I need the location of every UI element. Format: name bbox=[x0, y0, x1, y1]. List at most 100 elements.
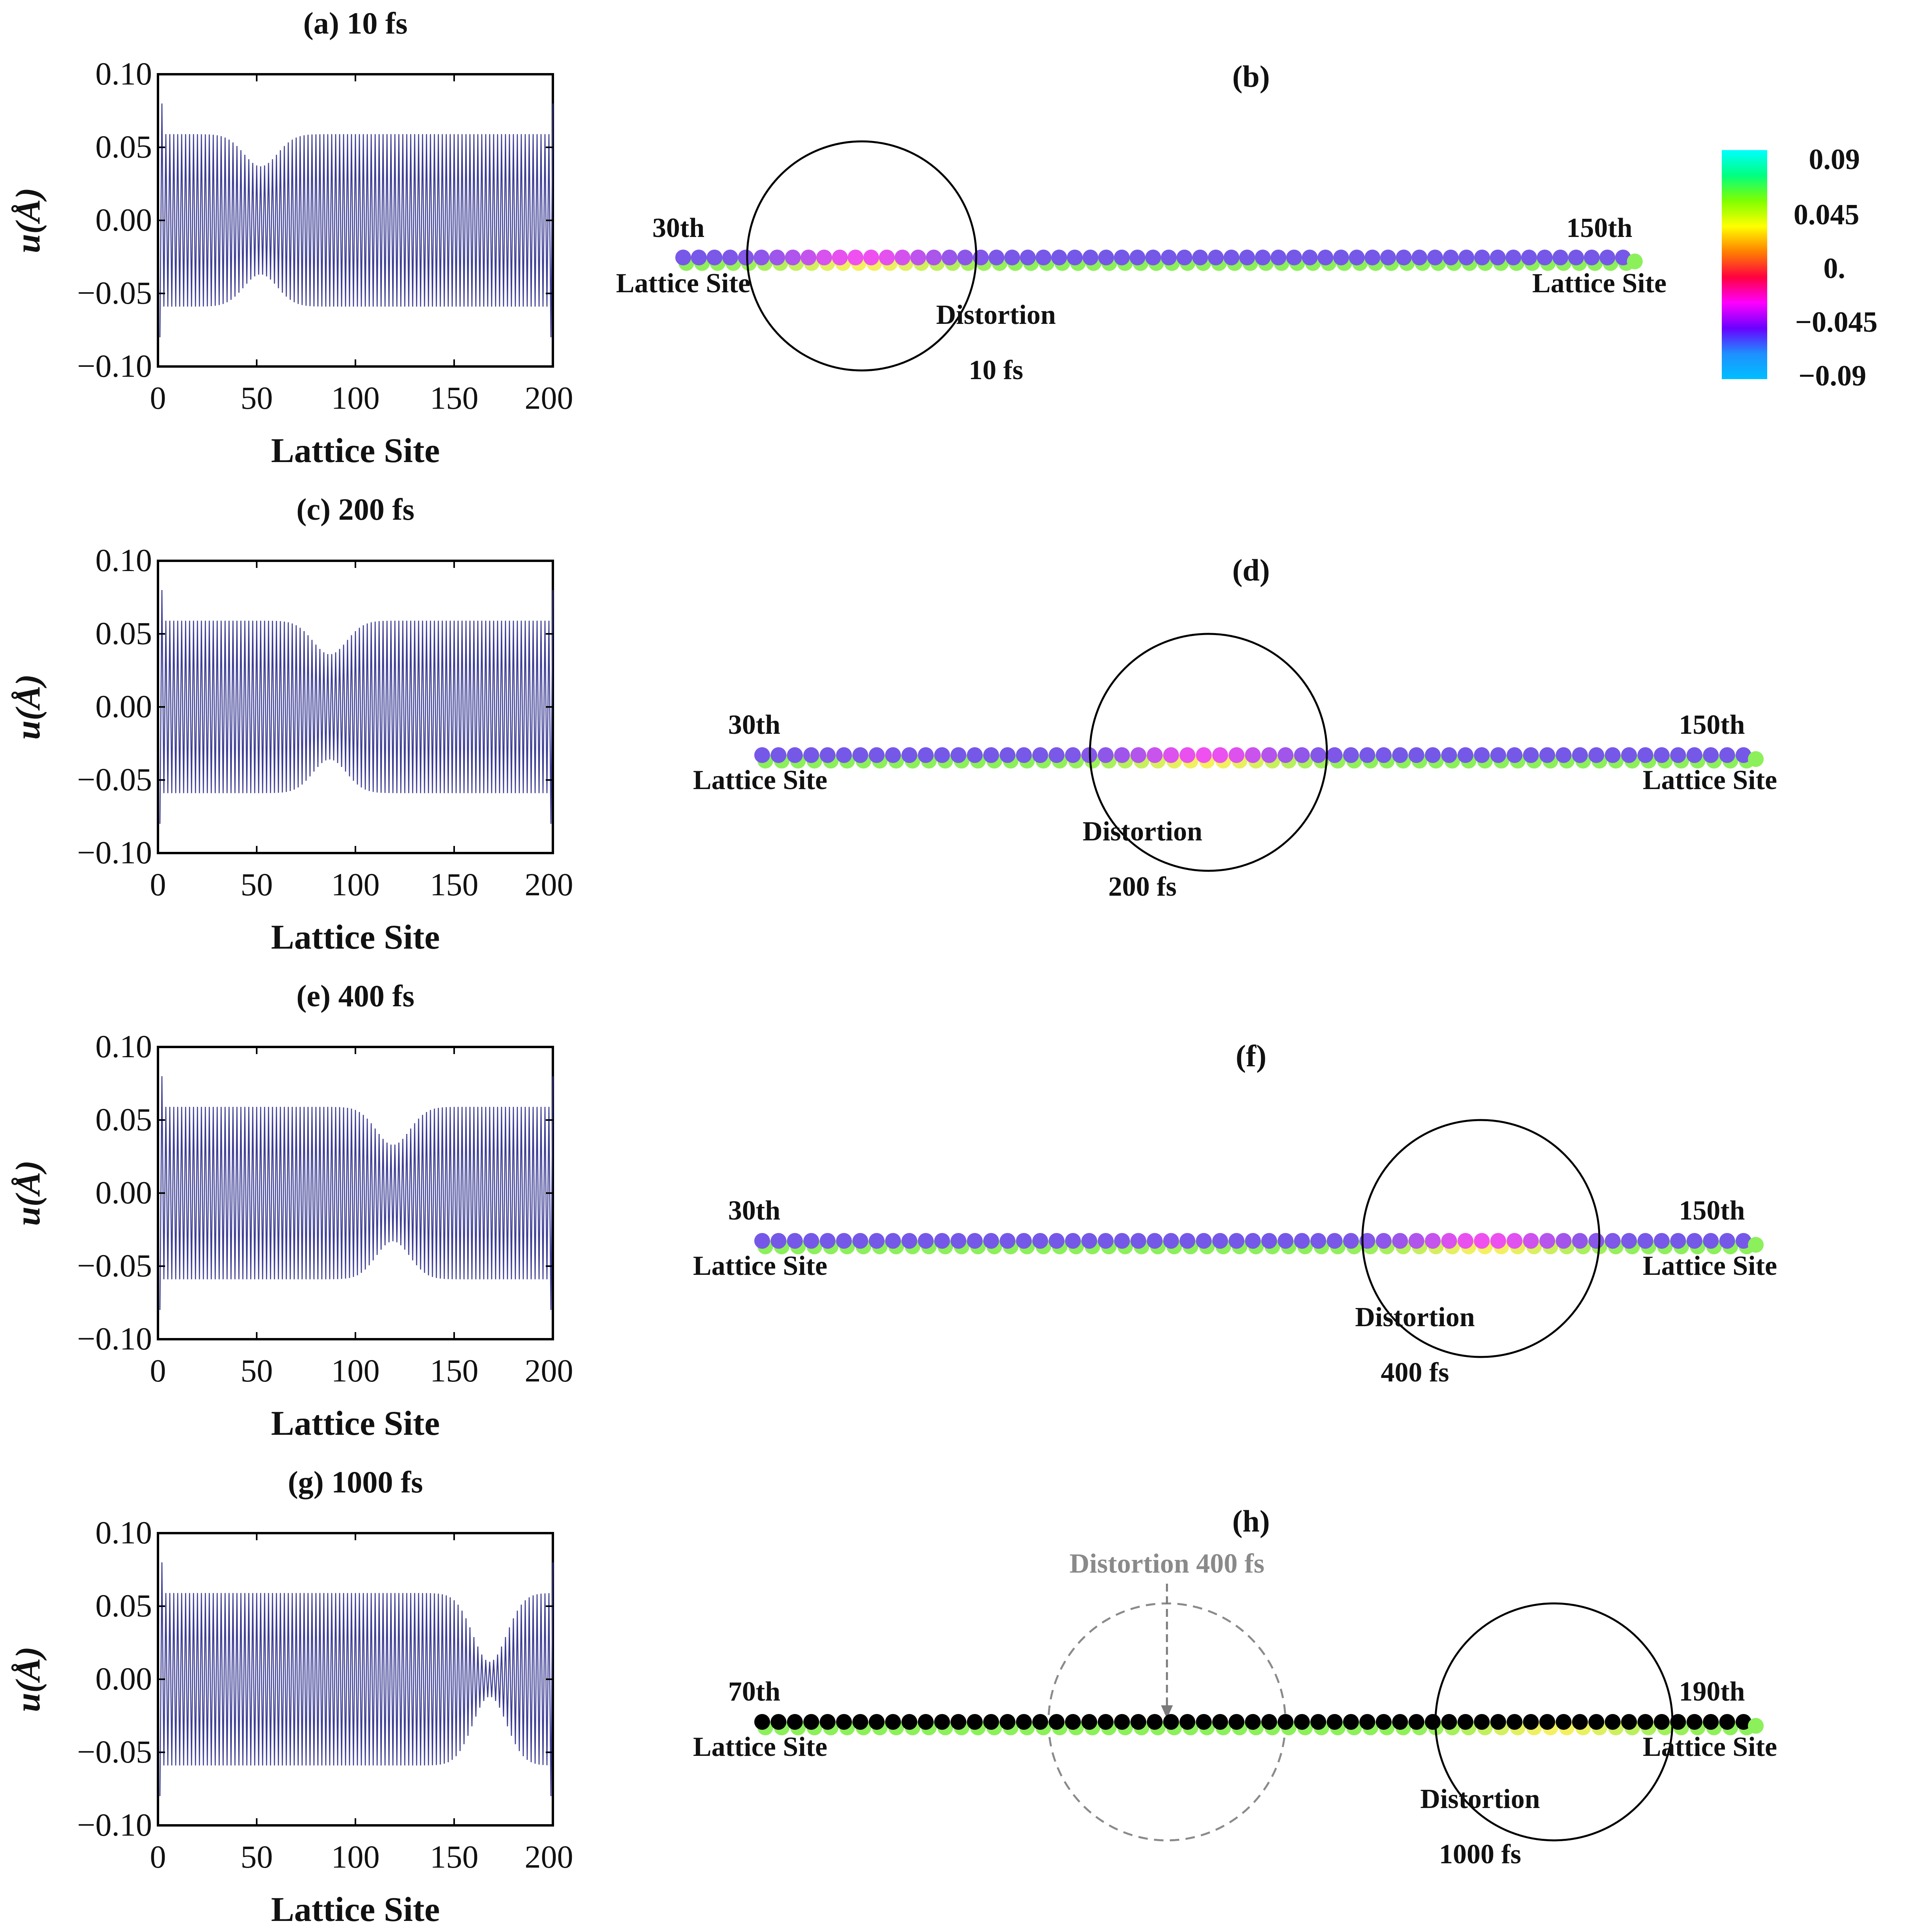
atom-upper bbox=[1016, 1233, 1032, 1249]
atom-upper bbox=[918, 1233, 934, 1249]
atom-upper bbox=[1065, 747, 1081, 763]
panel-e-ytick-4: −0.10 bbox=[77, 1321, 152, 1357]
atom-upper bbox=[1004, 250, 1020, 265]
atom-upper bbox=[1245, 747, 1261, 763]
panel-a-frame bbox=[157, 73, 554, 368]
atom-upper bbox=[1637, 747, 1653, 763]
panel-a-ytick-2: 0.00 bbox=[96, 202, 152, 238]
panel-f: (f) 30th Lattice Site 150th Lattice Site… bbox=[693, 1039, 1777, 1388]
atom-upper bbox=[1048, 1233, 1065, 1249]
panel-a-title: (a) 10 fs bbox=[303, 6, 408, 40]
atom-upper bbox=[1048, 1714, 1065, 1730]
panel-b-left-label: Lattice Site bbox=[616, 268, 750, 299]
atom-upper bbox=[983, 1714, 999, 1730]
atom-upper bbox=[1458, 250, 1475, 265]
colorbar-tick-1: 0.045 bbox=[1794, 199, 1860, 231]
atom-upper bbox=[1163, 1233, 1179, 1249]
panel-f-left-ordinal: 30th bbox=[728, 1195, 780, 1226]
panel-e-ytick-2: 0.00 bbox=[96, 1175, 152, 1210]
atom-upper bbox=[1556, 1714, 1572, 1730]
atom-upper bbox=[770, 747, 787, 763]
panel-h-previous-annotation: Distortion 400 fs bbox=[1069, 1549, 1264, 1579]
panel-f-chain bbox=[754, 1233, 1764, 1254]
atom-upper bbox=[1081, 1714, 1097, 1730]
panel-a-ticks bbox=[157, 73, 554, 367]
panel-g-xtick-3: 150 bbox=[430, 1839, 479, 1875]
atom-upper bbox=[1411, 250, 1428, 265]
panel-g-ytick-3: −0.05 bbox=[77, 1734, 152, 1770]
panel-d: (d) 30th Lattice Site 150th Lattice Site… bbox=[693, 553, 1777, 902]
panel-f-annotation-line2: 400 fs bbox=[1381, 1357, 1449, 1388]
panel-g-title: (g) 1000 fs bbox=[288, 1465, 423, 1499]
atom-upper bbox=[1245, 1714, 1261, 1730]
panel-e-ytick-1: 0.05 bbox=[96, 1101, 152, 1137]
atom-upper bbox=[1523, 1714, 1539, 1730]
atom-upper bbox=[1621, 1714, 1637, 1730]
panel-h-right-ordinal: 190th bbox=[1679, 1676, 1745, 1707]
atom-upper bbox=[1523, 747, 1539, 763]
panel-a-xtick-2: 100 bbox=[331, 380, 380, 416]
atom-upper bbox=[1163, 747, 1179, 763]
panel-a: (a) 10 fs 0.10 0.05 0.00 −0.05 −0.10 0 5… bbox=[9, 6, 573, 470]
panel-a-xtick-0: 0 bbox=[150, 380, 166, 416]
atom-end bbox=[1748, 1718, 1764, 1734]
atom-upper bbox=[1130, 1233, 1146, 1249]
atom-upper bbox=[1333, 250, 1349, 265]
atom-upper bbox=[754, 1233, 770, 1249]
colorbar-tick-4: −0.09 bbox=[1798, 360, 1866, 392]
atom-upper bbox=[1572, 747, 1588, 763]
atom-upper bbox=[1192, 250, 1208, 265]
atom-upper bbox=[1474, 250, 1490, 265]
atom-upper bbox=[1147, 747, 1163, 763]
atom-upper bbox=[1326, 1714, 1343, 1730]
panel-a-xtick-3: 150 bbox=[430, 380, 479, 416]
atom-upper bbox=[847, 250, 864, 265]
atom-upper bbox=[1441, 747, 1457, 763]
panel-g-ytick-2: 0.00 bbox=[96, 1661, 152, 1697]
atom-upper bbox=[1686, 1714, 1702, 1730]
atom-upper bbox=[1736, 1714, 1751, 1730]
atom-upper bbox=[1229, 1233, 1245, 1249]
panel-e-ytick-3: −0.05 bbox=[77, 1248, 152, 1284]
atom-end bbox=[1748, 1237, 1764, 1253]
atom-upper bbox=[1130, 1714, 1146, 1730]
atom-upper bbox=[1474, 1714, 1490, 1730]
atom-upper bbox=[1032, 1233, 1048, 1249]
atom-upper bbox=[1408, 747, 1424, 763]
atom-upper bbox=[1556, 1233, 1572, 1249]
atom-upper bbox=[1441, 1233, 1457, 1249]
panel-e-frame bbox=[157, 1046, 554, 1340]
atom-upper bbox=[1239, 250, 1255, 265]
displacement-series-line bbox=[159, 590, 554, 824]
atom-upper bbox=[1588, 1714, 1605, 1730]
panel-b-distortion-circle bbox=[746, 140, 977, 372]
atom-upper bbox=[1552, 250, 1569, 265]
colorbar-tick-3: −0.045 bbox=[1795, 306, 1878, 338]
atom-upper bbox=[967, 747, 983, 763]
atom-upper bbox=[1703, 1233, 1719, 1249]
atom-upper bbox=[800, 250, 817, 265]
atom-upper bbox=[1065, 1714, 1081, 1730]
atom-upper bbox=[1588, 1233, 1605, 1249]
atom-upper bbox=[803, 1233, 819, 1249]
atom-upper bbox=[1176, 250, 1193, 265]
atom-upper bbox=[1051, 250, 1067, 265]
atom-upper bbox=[1375, 1233, 1392, 1249]
panel-e-ylabel: u(Å) bbox=[9, 1160, 47, 1226]
atom-upper bbox=[1310, 747, 1326, 763]
atom-upper bbox=[1343, 1714, 1359, 1730]
panel-c-title: (c) 200 fs bbox=[297, 492, 415, 526]
atom-upper bbox=[988, 250, 1005, 265]
atom-upper bbox=[1196, 747, 1212, 763]
panel-c-ytick-0: 0.10 bbox=[96, 542, 152, 578]
atom-upper bbox=[770, 1233, 787, 1249]
atom-upper bbox=[957, 250, 973, 265]
atom-upper bbox=[1294, 1714, 1310, 1730]
atom-upper bbox=[1396, 250, 1412, 265]
atom-upper bbox=[918, 747, 934, 763]
atom-upper bbox=[1605, 1233, 1621, 1249]
atom-upper bbox=[1130, 747, 1146, 763]
panel-e-xtick-4: 200 bbox=[525, 1353, 573, 1389]
panel-d-right-ordinal: 150th bbox=[1679, 710, 1745, 740]
panel-a-ytick-4: −0.10 bbox=[77, 348, 152, 384]
